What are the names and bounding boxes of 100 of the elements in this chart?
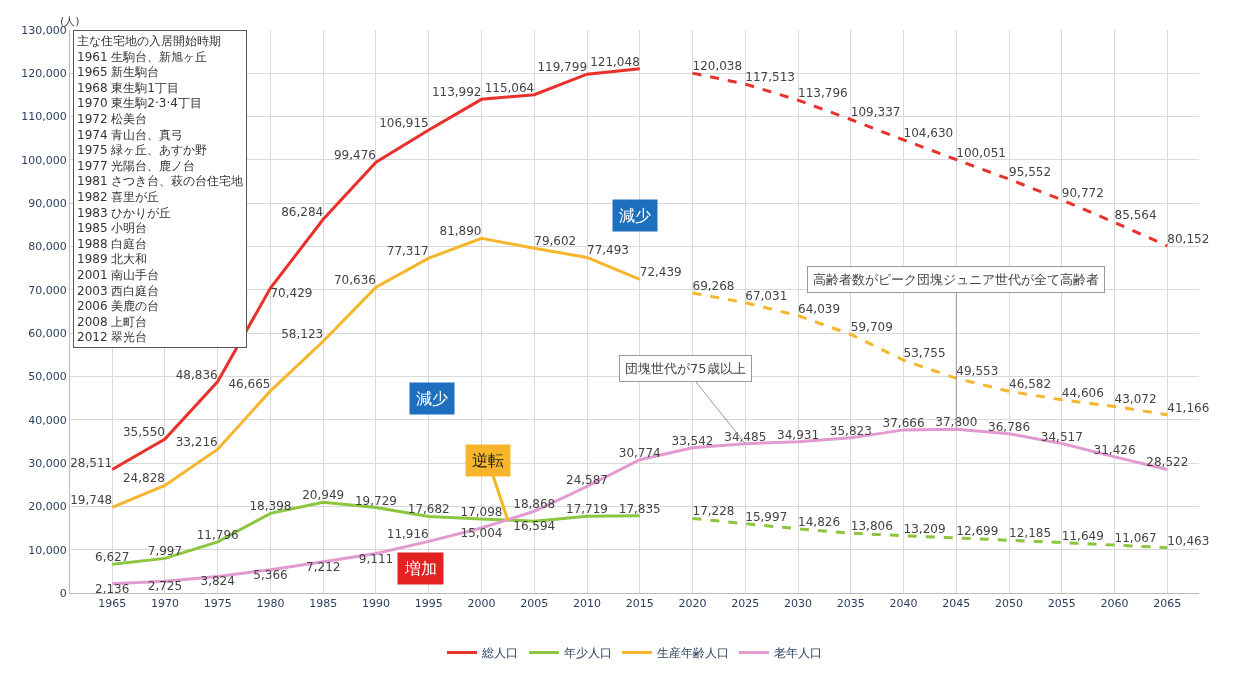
- data-label: 70,429: [270, 285, 313, 300]
- data-label: 31,426: [1093, 442, 1136, 457]
- x-tick-label: 2000: [467, 597, 496, 611]
- data-label: 13,806: [850, 519, 893, 534]
- line-series: [691, 291, 1169, 417]
- data-label: 106,915: [379, 115, 429, 130]
- legend-label: 生産年齢人口: [657, 646, 729, 661]
- x-tick-label: 2050: [995, 597, 1024, 611]
- data-label: 2,725: [147, 579, 183, 594]
- data-label: 115,064: [484, 80, 535, 95]
- x-tick-label: 1990: [361, 597, 390, 611]
- data-label: 28,511: [70, 455, 113, 470]
- y-tick-label: 20,000: [28, 500, 67, 514]
- line-series: [691, 71, 1169, 248]
- data-label: 12,185: [1009, 526, 1052, 541]
- data-label: 104,630: [903, 125, 954, 140]
- x-tick-label: 1975: [203, 597, 232, 611]
- y-tick-label: 0: [59, 586, 67, 600]
- x-tick-label: 2025: [731, 597, 760, 611]
- x-tick-label: 2060: [1100, 597, 1129, 611]
- data-label: 17,228: [692, 504, 735, 519]
- data-label: 35,823: [829, 423, 872, 438]
- y-tick-label: 50,000: [28, 370, 67, 384]
- data-label: 10,463: [1167, 533, 1210, 548]
- data-label: 11,649: [1061, 528, 1104, 543]
- x-tick-label: 1965: [98, 597, 127, 611]
- data-label: 37,666: [882, 415, 925, 430]
- x-tick-label: 1995: [414, 597, 443, 611]
- data-label: 11,916: [386, 527, 429, 542]
- data-label: 24,587: [566, 472, 609, 487]
- data-label: 77,493: [587, 243, 630, 258]
- x-tick-label: 1980: [256, 597, 285, 611]
- data-label: 37,800: [935, 415, 978, 430]
- data-label: 46,582: [1009, 377, 1052, 392]
- y-tick-label: 120,000: [21, 67, 67, 81]
- data-label: 35,550: [122, 425, 165, 440]
- data-label: 16,594: [513, 519, 556, 534]
- data-label: 90,772: [1061, 185, 1104, 200]
- legend-label: 老年人口: [774, 646, 822, 661]
- data-label: 113,992: [431, 85, 482, 100]
- legend-label: 総人口: [481, 646, 518, 661]
- data-label: 34,931: [777, 427, 820, 442]
- data-label: 15,997: [745, 509, 788, 524]
- data-label: 119,799: [537, 60, 588, 75]
- y-axis-title: (人): [60, 15, 80, 28]
- data-label: 19,729: [354, 493, 397, 508]
- data-label: 109,337: [850, 105, 901, 120]
- y-tick-label: 10,000: [28, 543, 67, 557]
- x-tick-label: 2010: [573, 597, 602, 611]
- data-label: 33,542: [671, 433, 714, 448]
- data-label: 17,835: [618, 501, 661, 516]
- y-tick-label: 60,000: [28, 327, 67, 340]
- x-tick-label: 2015: [625, 597, 654, 611]
- data-label: 5,366: [253, 567, 288, 582]
- data-label: 86,284: [281, 205, 324, 220]
- annotation: 高齢者数がピーク団塊ジュニア世代が全て高齢者: [813, 272, 1099, 287]
- legend-label: 年少人口: [564, 646, 612, 661]
- data-label: 64,039: [798, 301, 841, 316]
- data-label: 33,216: [175, 435, 218, 450]
- data-label: 18,398: [249, 499, 292, 514]
- data-label: 48,836: [175, 367, 218, 382]
- data-label: 7,212: [306, 559, 341, 574]
- x-tick-label: 2040: [889, 597, 918, 611]
- data-label: 120,038: [692, 59, 743, 74]
- data-label: 43,072: [1114, 392, 1157, 407]
- data-label: 69,268: [692, 279, 735, 294]
- data-label: 77,317: [386, 244, 429, 259]
- data-label: 49,553: [956, 364, 999, 379]
- x-tick-label: 2055: [1047, 597, 1076, 611]
- text: 主な住宅地の入居開始時期 1961 生駒台、新旭ヶ丘 1965 新生駒台 1968 東生駒1丁目 1970 東生駒2·3·4丁目 1972 松美台 1974 青山台、真弓 1975 緑ヶ丘、あすか野 1977 光陽台、鹿ノ台 1981 さつき台、萩の台住宅地 1982 喜里が丘 1983 ひかりが丘 1985 小明台 1988 白庭台 1989 北大和 2001 南山手台 2003 西白庭台 2006 美鹿の台 2008 上町台 2012 翠光台: [77, 34, 244, 345]
- x-tick-label: 2030: [784, 597, 813, 611]
- data-label: 36,786: [988, 419, 1031, 434]
- y-tick-label: 30,000: [28, 456, 67, 470]
- data-label: 121,048: [590, 54, 640, 69]
- x-tick-label: 2020: [678, 597, 707, 611]
- data-label: 95,552: [1009, 165, 1052, 180]
- data-label: 58,123: [281, 327, 324, 342]
- data-label: 11,067: [1114, 531, 1157, 546]
- data-label: 99,476: [333, 148, 376, 163]
- y-tick-label: 70,000: [28, 283, 67, 297]
- data-label: 12,699: [956, 524, 999, 538]
- data-label: 46,665: [228, 376, 271, 391]
- data-label: 34,485: [724, 429, 767, 444]
- annotation: 団塊世代が75歳以上: [625, 361, 746, 376]
- y-tick-label: 90,000: [28, 197, 67, 211]
- data-label: 24,828: [122, 471, 165, 486]
- data-label: 59,709: [850, 320, 893, 335]
- data-label: 117,513: [745, 70, 795, 85]
- data-label: 53,755: [903, 346, 946, 361]
- data-label: 17,098: [460, 504, 503, 519]
- y-tick-label: 40,000: [28, 413, 67, 427]
- data-label: 85,564: [1114, 208, 1157, 223]
- data-label: 17,682: [407, 502, 450, 517]
- data-label: 41,166: [1167, 400, 1210, 415]
- annotation: 増加: [404, 559, 437, 578]
- x-tick-label: 1970: [150, 597, 179, 611]
- data-label: 80,152: [1167, 231, 1210, 246]
- data-label: 2,136: [95, 581, 130, 596]
- data-label: 17,719: [566, 502, 609, 517]
- y-tick-label: 110,000: [21, 110, 67, 124]
